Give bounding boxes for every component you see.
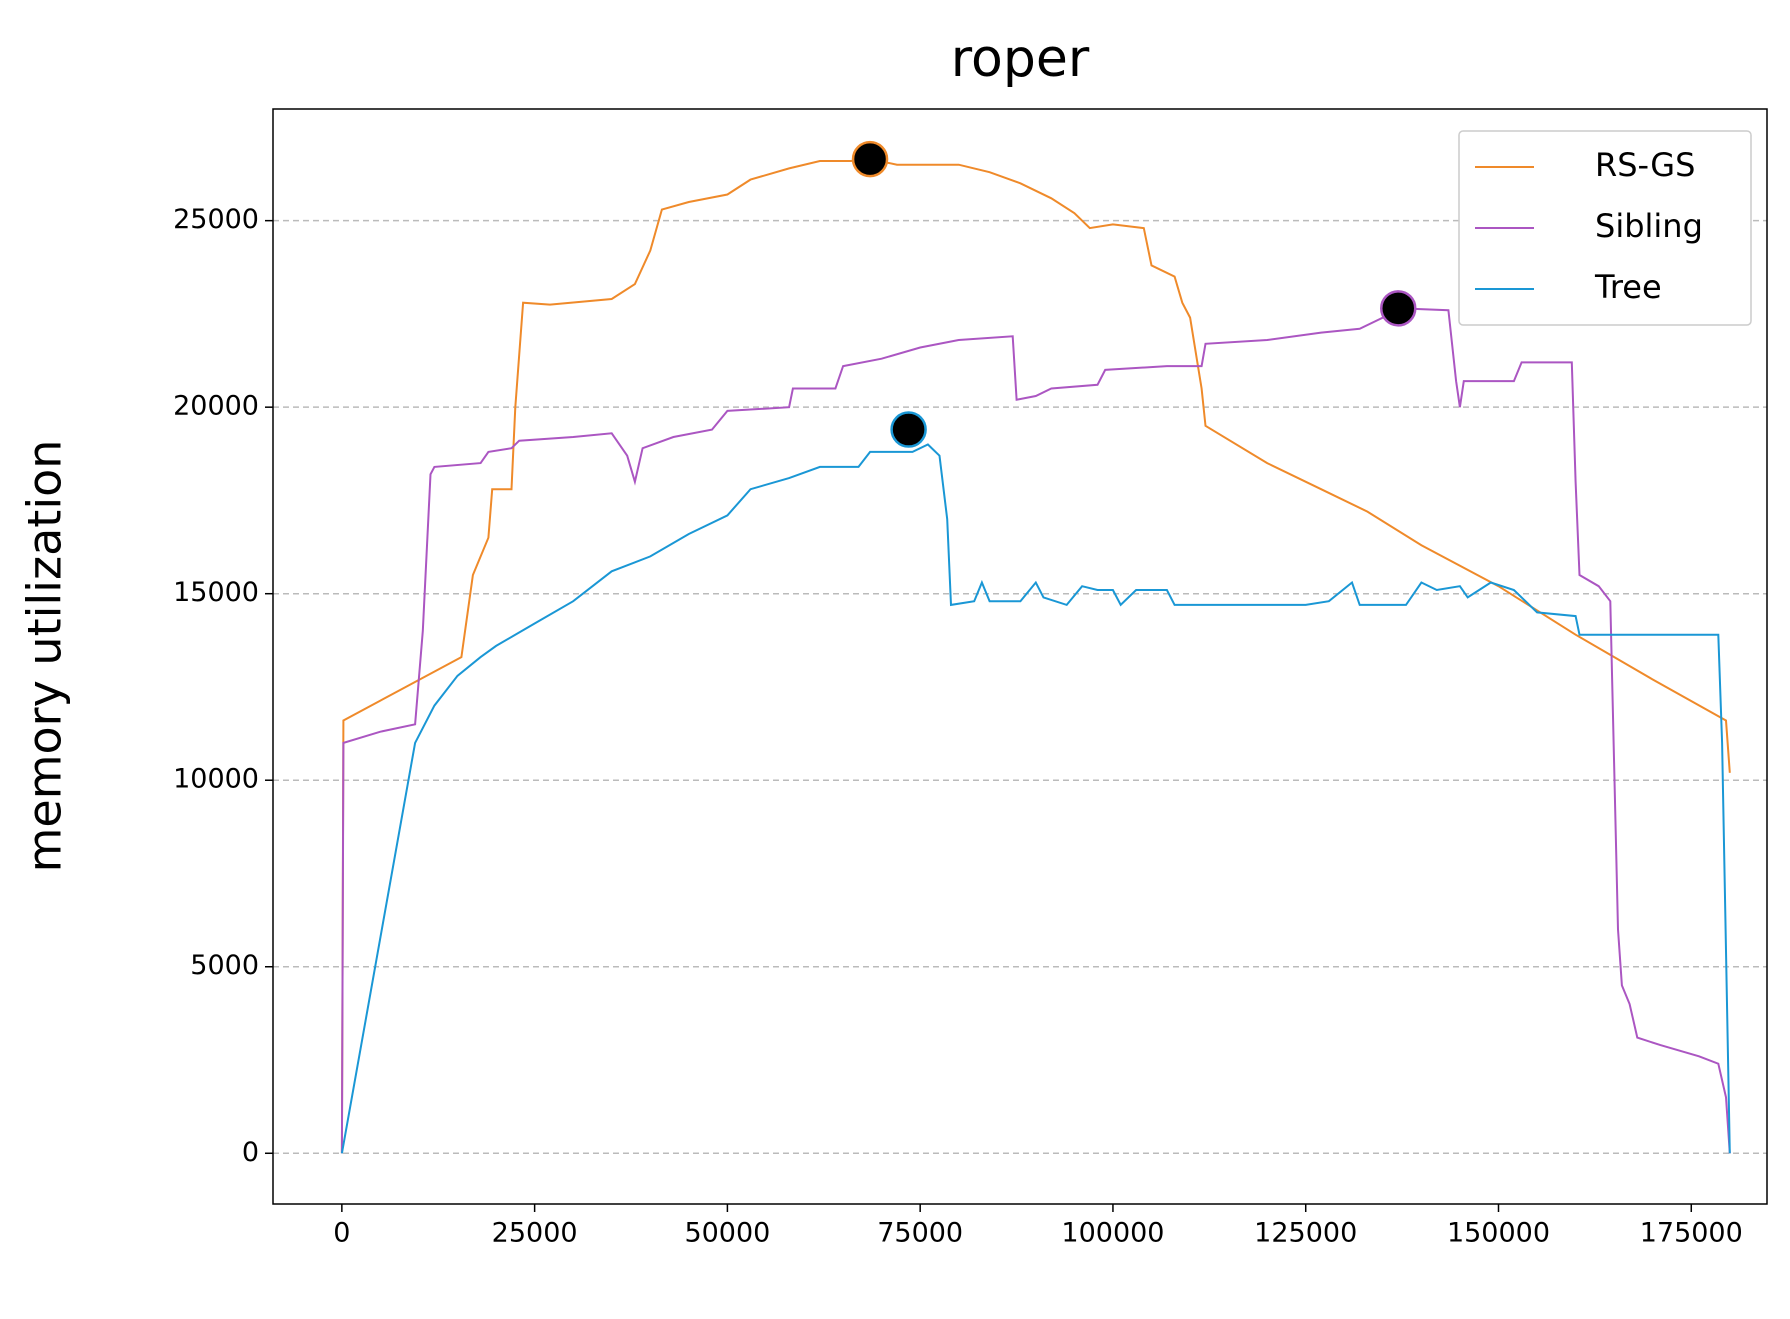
x-tick-label: 50000	[684, 1218, 770, 1249]
plot-frame	[272, 108, 1768, 1205]
y-tick-label: 0	[242, 1137, 259, 1168]
legend-box	[1458, 130, 1752, 326]
chart-title: roper	[951, 29, 1090, 89]
y-tick-label: 20000	[173, 391, 259, 422]
legend-label: Sibling	[1595, 207, 1703, 245]
y-axis-label: memory utilization	[18, 440, 72, 873]
series-line	[340, 443, 1731, 1154]
x-tick-label: 100000	[1061, 1218, 1164, 1249]
legend-label: RS-GS	[1595, 146, 1695, 184]
legend-label: Tree	[1594, 268, 1662, 306]
legend: RS-GS Sibling Tree	[1458, 130, 1752, 326]
series-line	[340, 307, 1731, 1154]
peak-marker	[890, 411, 927, 448]
peak-marker	[851, 140, 889, 178]
x-tick-label: 25000	[492, 1218, 578, 1249]
y-tick-label: 5000	[190, 950, 259, 981]
series-line	[340, 158, 1731, 1154]
x-tick-label: 125000	[1254, 1218, 1357, 1249]
x-tick-label: 150000	[1447, 1218, 1550, 1249]
x-tick-label: 175000	[1640, 1218, 1743, 1249]
peak-marker	[1380, 290, 1417, 327]
x-tick-label: 75000	[877, 1218, 963, 1249]
y-tick-label: 15000	[173, 577, 259, 608]
y-tick-label: 10000	[173, 764, 259, 795]
x-tick-label: 0	[333, 1218, 350, 1249]
y-tick-label: 25000	[173, 204, 259, 235]
